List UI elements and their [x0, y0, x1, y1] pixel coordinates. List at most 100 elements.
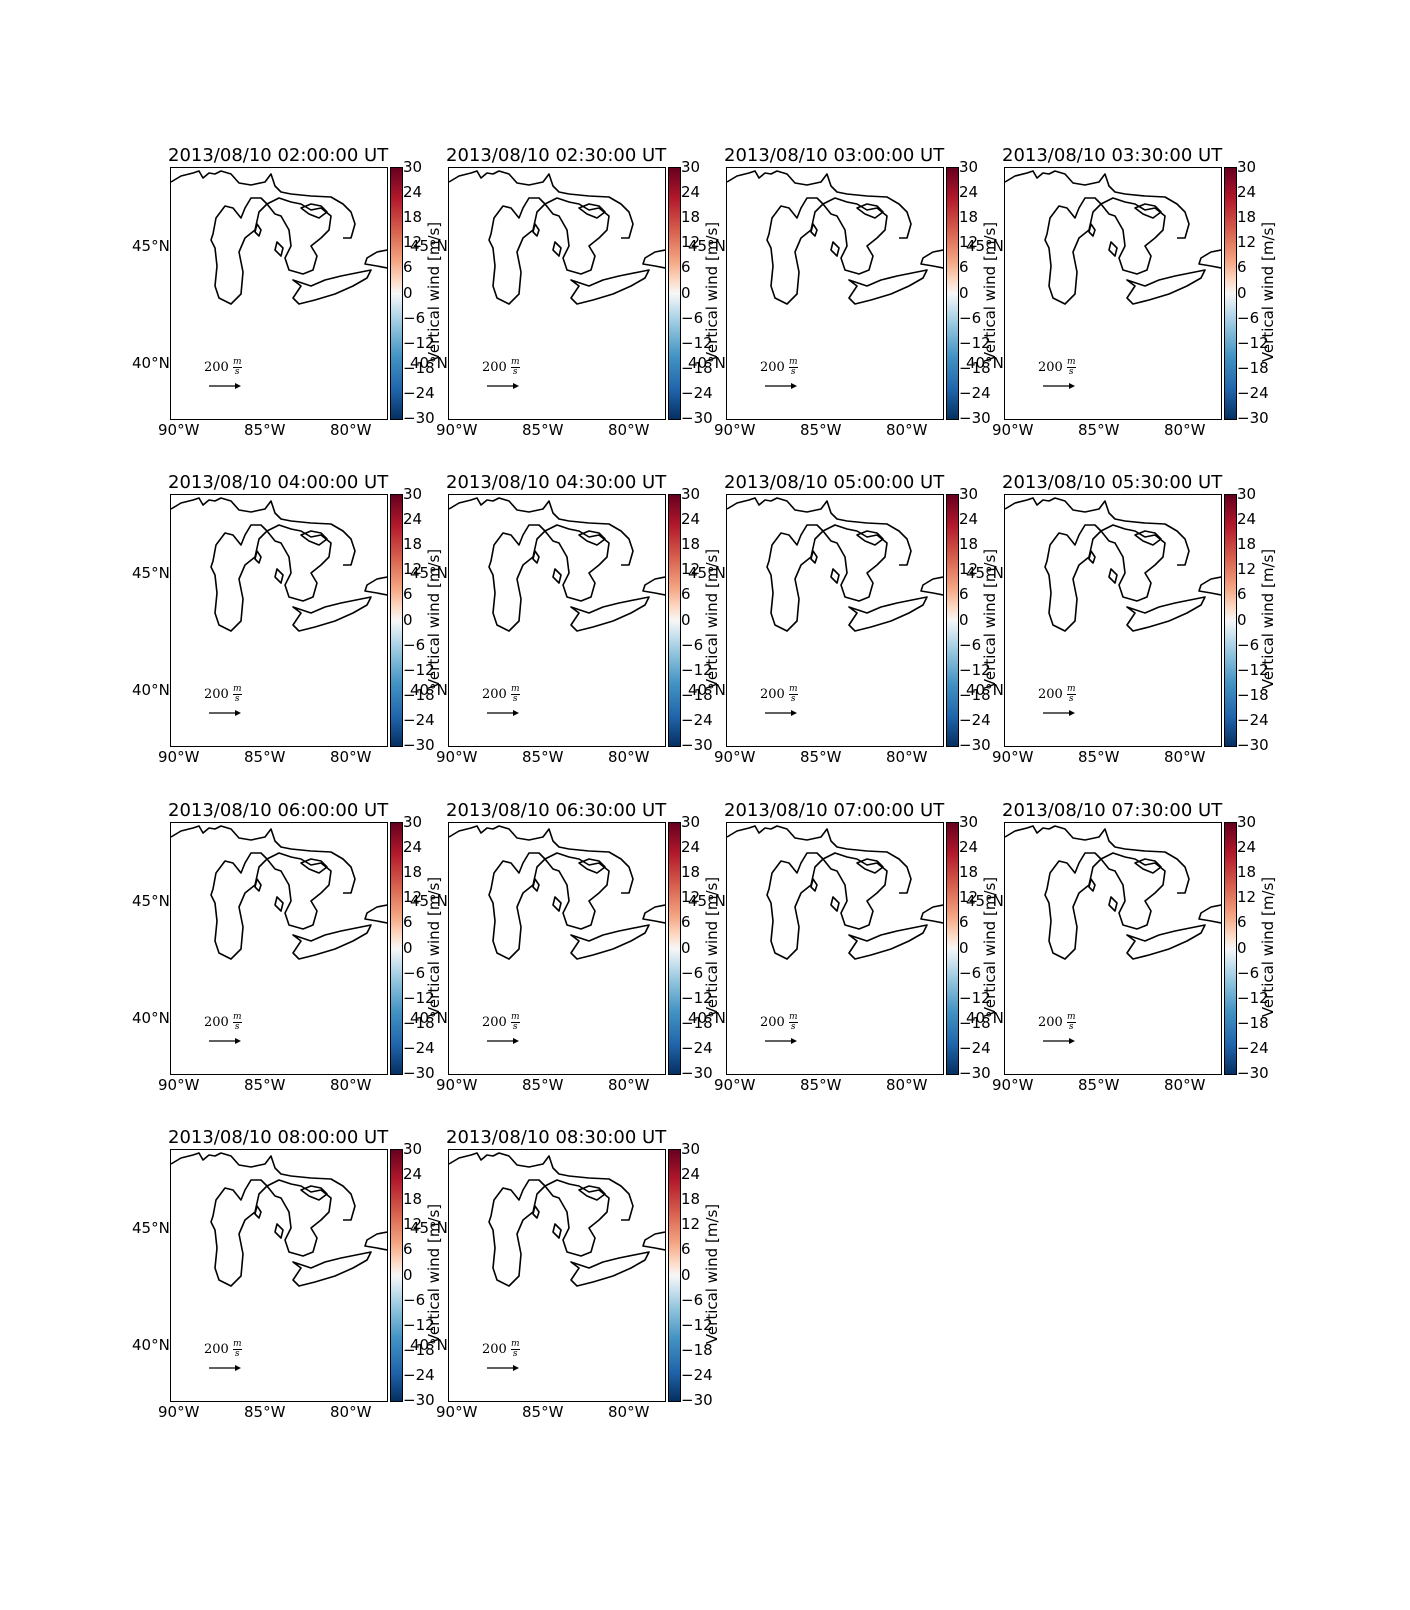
coastline-path — [532, 1205, 540, 1219]
coastline-drawing — [727, 170, 943, 305]
colorbar-tick-label: 0 — [959, 938, 969, 957]
longitude-tick-label: 85°W — [800, 748, 842, 766]
colorbar-tick-label: −6 — [681, 1290, 704, 1309]
colorbar — [668, 494, 681, 747]
colorbar-tick-label: 6 — [681, 258, 691, 277]
coastline-path — [449, 1152, 634, 1221]
colorbar-tick-label: −24 — [681, 383, 713, 402]
coastline-path — [210, 852, 268, 960]
coastline-path — [300, 858, 328, 874]
colorbar-tick-label: 24 — [681, 510, 701, 529]
coastline-path — [300, 203, 328, 219]
colorbar-tick-label: −30 — [959, 409, 991, 427]
colorbar-tick-label: −6 — [403, 1290, 426, 1309]
longitude-tick-label: 90°W — [992, 748, 1034, 766]
coastline-path — [1198, 904, 1221, 924]
coastline-drawing — [727, 825, 943, 960]
coastline-path — [1100, 197, 1166, 275]
coastline-path — [1044, 197, 1102, 305]
colorbar-tick-label: −6 — [1237, 635, 1260, 654]
latitude-tick-label: 45°N — [410, 564, 448, 582]
coastline-path — [1088, 878, 1096, 892]
coastline-path — [544, 852, 610, 930]
coastline-path — [920, 576, 943, 596]
colorbar-tick-label: 24 — [403, 183, 423, 202]
colorbar-tick-label: 6 — [681, 913, 691, 932]
latitude-tick-label: 40°N — [410, 1009, 448, 1027]
coastline-drawing — [171, 170, 387, 305]
colorbar-tick-label: −18 — [959, 358, 991, 377]
coastline-path — [292, 924, 372, 960]
coastline-path — [552, 896, 562, 912]
colorbar-tick-label: −30 — [403, 1391, 435, 1409]
longitude-tick-label: 85°W — [244, 1403, 286, 1421]
coastline-drawing — [449, 170, 665, 305]
colorbar-tick-label: 18 — [959, 535, 979, 554]
colorbar-tick-label: −18 — [959, 685, 991, 704]
coastline-path — [1108, 896, 1118, 912]
latitude-tick-label: 45°N — [410, 1219, 448, 1237]
longitude-tick-label: 85°W — [244, 748, 286, 766]
coastline-path — [1108, 241, 1118, 257]
colorbar-tick-label: 24 — [403, 838, 423, 857]
reference-vector-value: 200 — [482, 360, 511, 375]
coastline-path — [578, 858, 606, 874]
colorbar-tick-label: −6 — [1237, 308, 1260, 327]
colorbar-tick-label: 30 — [681, 813, 701, 831]
coastline-path — [449, 825, 634, 894]
latitude-tick-label: 40°N — [132, 1009, 170, 1027]
coastline-path — [552, 1223, 562, 1239]
reference-arrow-icon — [765, 383, 797, 389]
colorbar-tick-label: −12 — [403, 988, 435, 1007]
coastline-path — [544, 197, 610, 275]
colorbar-tick-label: −18 — [681, 358, 713, 377]
latitude-tick-label: 45°N — [966, 237, 1004, 255]
coastline-path — [1198, 576, 1221, 596]
latitude-tick-label: 40°N — [410, 354, 448, 372]
coastline-path — [920, 904, 943, 924]
colorbar-tick-label: −18 — [681, 1013, 713, 1032]
colorbar-tick-label: 30 — [1237, 813, 1257, 831]
colorbar-label: Vertical wind [m/s] — [703, 1203, 721, 1345]
colorbar-tick-label: −12 — [1237, 660, 1269, 679]
coastline-path — [171, 170, 356, 239]
colorbar — [946, 822, 959, 1075]
colorbar-tick-label: −24 — [959, 710, 991, 729]
panel-title: 2013/08/10 08:00:00 UT — [168, 1127, 389, 1148]
colorbar-tick-label: 6 — [959, 258, 969, 277]
coastline-path — [274, 896, 284, 912]
colorbar-tick-label: −12 — [681, 660, 713, 679]
coastline-path — [856, 858, 884, 874]
reference-arrow-icon — [1043, 710, 1075, 716]
colorbar-tick-label: 0 — [681, 938, 691, 957]
latitude-tick-label: 45°N — [132, 892, 170, 910]
colorbar-tick-label: 18 — [403, 1190, 423, 1209]
latitude-tick-label: 45°N — [132, 564, 170, 582]
colorbar-tick-label: −18 — [681, 1340, 713, 1359]
colorbar-tick-label: −6 — [403, 308, 426, 327]
panel-title: 2013/08/10 08:30:00 UT — [446, 1127, 667, 1148]
longitude-tick-label: 90°W — [436, 748, 478, 766]
colorbar-tick-label: 6 — [959, 913, 969, 932]
colorbar-tick-label: 18 — [403, 208, 423, 227]
colorbar-tick-label: 0 — [681, 610, 691, 629]
coastline-path — [274, 568, 284, 584]
longitude-tick-label: 85°W — [522, 748, 564, 766]
coastline-path — [254, 878, 262, 892]
colorbar-tick-label: −12 — [681, 333, 713, 352]
latitude-tick-label: 40°N — [132, 1336, 170, 1354]
colorbar-tick-label: 18 — [959, 863, 979, 882]
map-panel: 2013/08/10 08:30:00 UT 200 m s 90°W 85°W 80°W… — [410, 1127, 721, 1447]
reference-vector-value: 200 — [1038, 360, 1067, 375]
